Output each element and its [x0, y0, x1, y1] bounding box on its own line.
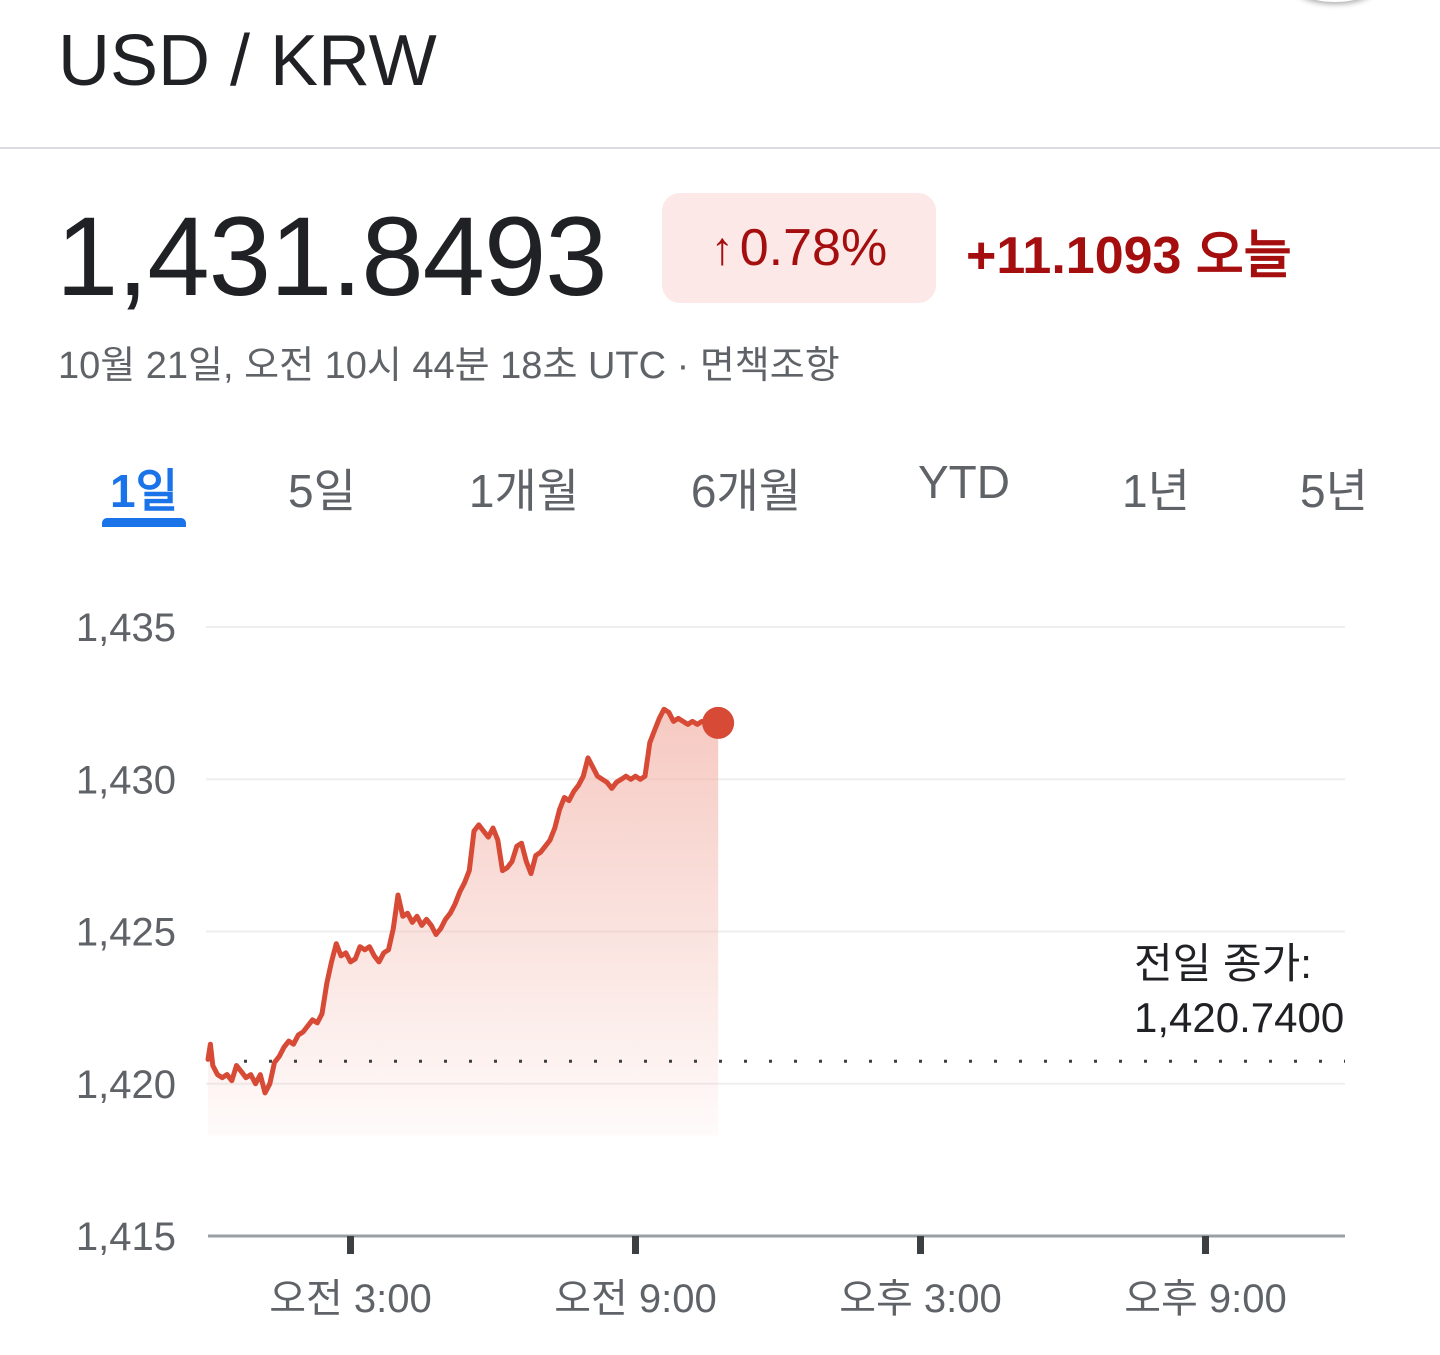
price-line — [205, 706, 721, 1096]
x-tick-label: 오후 9:00 — [1124, 1277, 1287, 1321]
y-tick-label: 1,420 — [76, 1063, 176, 1107]
x-tick-label: 오전 3:00 — [269, 1277, 432, 1321]
price-area — [205, 706, 735, 1136]
previous-close-value: 1,420.7400 — [1134, 994, 1344, 1041]
current-price-dot[interactable] — [702, 706, 735, 739]
x-axis — [208, 1234, 1345, 1254]
area-fill — [208, 709, 719, 1136]
y-tick-label: 1,435 — [76, 606, 176, 650]
price-chart[interactable]: 1,435 1,430 1,425 1,420 1,415 전일 종가: 1,420.74… — [0, 560, 1440, 1355]
tab-ytd[interactable]: YTD — [918, 456, 1010, 508]
x-axis-labels: 오전 3:00 오전 9:00 오후 3:00 오후 9:00 — [269, 1277, 1287, 1321]
active-tab-indicator — [102, 518, 186, 527]
tab-1-year[interactable]: 1년 — [1122, 465, 1190, 517]
x-tick-label: 오후 3:00 — [839, 1277, 1002, 1321]
previous-close-marker: 전일 종가: 1,420.7400 — [244, 940, 1345, 1063]
y-tick-label: 1,415 — [76, 1215, 176, 1259]
quote-timestamp-disclaimer[interactable]: 10월 21일, 오전 10시 44분 18초 UTC · 면책조항 — [58, 345, 840, 387]
header-divider — [0, 147, 1440, 149]
previous-close-title: 전일 종가: — [1134, 940, 1312, 987]
account-avatar-edge[interactable] — [1290, 0, 1380, 2]
change-percent-badge: ↑ 0.78% — [662, 193, 936, 303]
time-range-tabs: 1일 5일 1개월 6개월 YTD 1년 5년 — [0, 455, 1440, 535]
tab-1-day[interactable]: 1일 — [110, 465, 178, 517]
tab-5-year[interactable]: 5년 — [1300, 465, 1368, 517]
tab-6-month[interactable]: 6개월 — [690, 465, 802, 517]
y-axis-labels: 1,435 1,430 1,425 1,420 1,415 — [76, 606, 176, 1259]
y-tick-label: 1,430 — [76, 758, 176, 802]
tab-5-day[interactable]: 5일 — [288, 465, 356, 517]
tab-1-month[interactable]: 1개월 — [468, 465, 580, 517]
change-absolute-today: +11.1093 오늘 — [966, 227, 1292, 285]
change-percent-value: 0.78% — [739, 219, 888, 277]
x-tick-label: 오전 9:00 — [554, 1277, 717, 1321]
current-price: 1,431.8493 — [56, 194, 608, 319]
currency-pair-title: USD / KRW — [58, 21, 437, 101]
arrow-up-icon: ↑ — [710, 222, 734, 274]
y-tick-label: 1,425 — [76, 911, 176, 955]
